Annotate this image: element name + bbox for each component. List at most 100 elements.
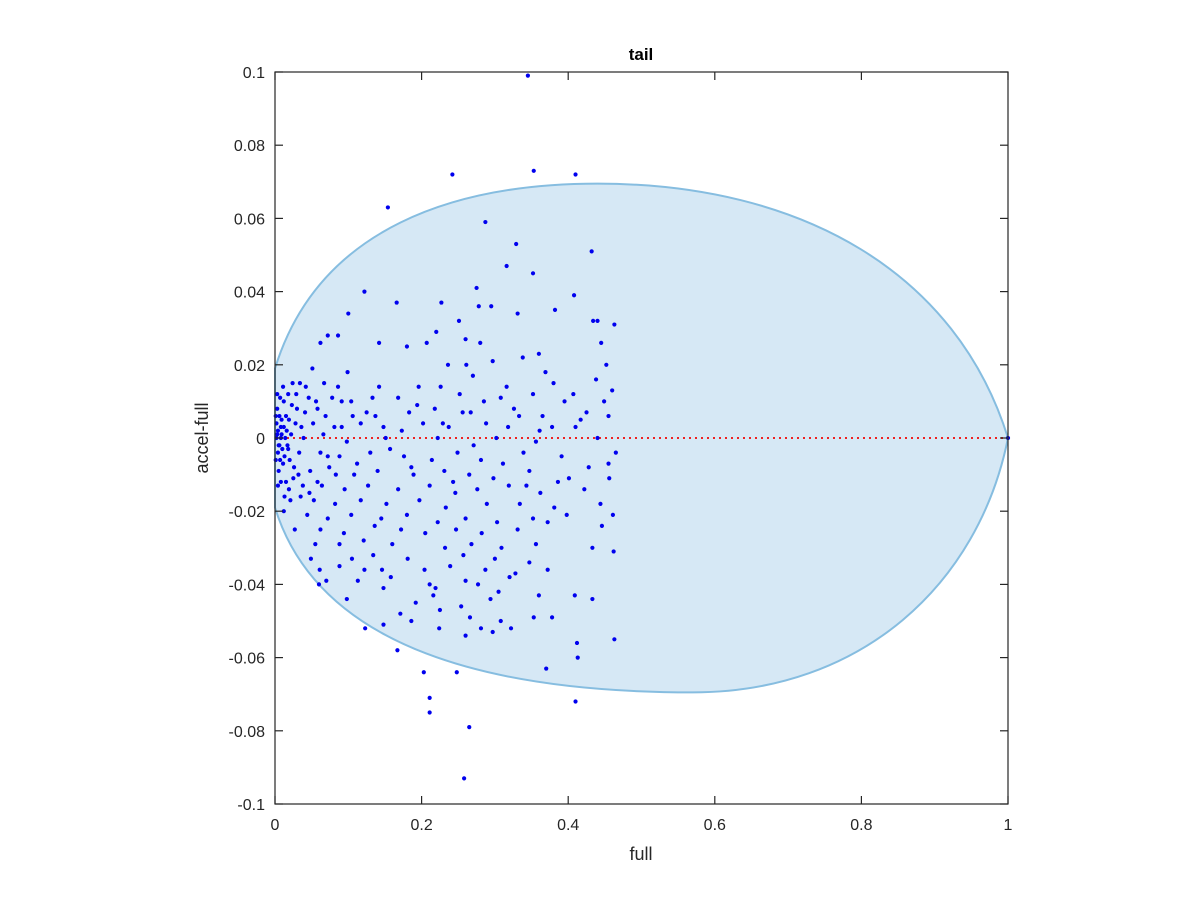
data-point bbox=[610, 512, 616, 517]
data-point bbox=[491, 476, 496, 481]
data-point bbox=[409, 618, 414, 624]
data-point bbox=[294, 391, 299, 397]
data-point bbox=[286, 446, 291, 452]
data-point bbox=[325, 516, 330, 521]
data-point bbox=[599, 523, 605, 528]
data-point bbox=[307, 490, 312, 495]
y-tick-label: 0 bbox=[256, 431, 265, 448]
data-point bbox=[317, 567, 322, 572]
data-point bbox=[435, 520, 440, 525]
chart-title: tail bbox=[629, 45, 654, 64]
data-point bbox=[612, 637, 617, 642]
data-point bbox=[383, 435, 388, 441]
data-point bbox=[524, 483, 529, 488]
data-point bbox=[530, 391, 536, 397]
data-point bbox=[341, 531, 347, 536]
data-point bbox=[335, 384, 341, 389]
data-point bbox=[350, 413, 355, 419]
data-point bbox=[457, 391, 462, 397]
data-point bbox=[613, 450, 618, 455]
data-point bbox=[381, 585, 386, 591]
data-point bbox=[461, 553, 466, 558]
data-point bbox=[595, 435, 600, 441]
data-point bbox=[417, 498, 422, 503]
data-point bbox=[530, 516, 536, 521]
data-point bbox=[381, 424, 386, 430]
data-point bbox=[533, 542, 539, 547]
x-tick-label: 0.2 bbox=[410, 817, 432, 834]
data-point bbox=[515, 527, 520, 532]
data-point bbox=[288, 498, 293, 503]
data-point bbox=[555, 479, 561, 485]
data-point bbox=[375, 468, 380, 474]
data-point bbox=[276, 468, 281, 474]
data-point bbox=[376, 384, 382, 389]
data-point bbox=[363, 626, 368, 631]
data-point bbox=[297, 381, 303, 386]
data-point bbox=[285, 443, 290, 448]
data-point bbox=[446, 424, 451, 430]
data-point bbox=[286, 487, 292, 492]
data-point bbox=[281, 424, 286, 430]
data-point bbox=[559, 454, 564, 459]
data-point bbox=[573, 172, 578, 177]
data-point bbox=[339, 399, 344, 404]
data-point bbox=[415, 402, 420, 408]
data-point bbox=[286, 391, 291, 397]
data-point bbox=[278, 479, 283, 485]
data-point bbox=[384, 501, 389, 506]
data-point bbox=[490, 359, 495, 364]
data-point bbox=[545, 567, 550, 572]
data-point bbox=[273, 457, 278, 463]
data-point bbox=[278, 457, 283, 463]
data-point bbox=[313, 542, 318, 547]
data-point bbox=[333, 472, 338, 477]
data-point bbox=[279, 432, 284, 437]
data-point bbox=[286, 417, 292, 422]
data-point bbox=[586, 465, 591, 470]
data-point bbox=[590, 545, 595, 550]
data-point bbox=[411, 472, 416, 477]
data-point bbox=[527, 560, 532, 565]
data-point bbox=[416, 384, 421, 389]
data-point bbox=[404, 512, 410, 517]
data-point bbox=[483, 219, 488, 225]
data-point bbox=[525, 73, 530, 78]
data-point bbox=[549, 424, 555, 430]
data-point bbox=[611, 549, 616, 554]
data-point bbox=[376, 340, 382, 345]
data-point bbox=[443, 505, 448, 510]
data-point bbox=[362, 567, 367, 572]
data-point bbox=[277, 443, 282, 448]
data-point bbox=[298, 494, 303, 499]
x-tick-label: 0 bbox=[271, 817, 280, 834]
data-point bbox=[470, 373, 476, 378]
data-point bbox=[551, 381, 556, 386]
data-point bbox=[450, 172, 455, 177]
data-point bbox=[527, 468, 532, 474]
data-point bbox=[299, 424, 304, 430]
data-point bbox=[352, 472, 357, 477]
data-point bbox=[490, 629, 495, 635]
data-point bbox=[321, 432, 326, 437]
data-point bbox=[293, 421, 298, 426]
data-point bbox=[474, 285, 479, 291]
data-point bbox=[385, 205, 390, 210]
data-point bbox=[429, 457, 434, 463]
data-point bbox=[361, 538, 366, 543]
data-point bbox=[300, 483, 305, 488]
data-point bbox=[451, 479, 456, 485]
data-point bbox=[330, 395, 335, 400]
data-point bbox=[471, 443, 476, 448]
data-point bbox=[433, 585, 438, 591]
data-point bbox=[606, 461, 611, 466]
data-point bbox=[349, 556, 355, 561]
data-point bbox=[475, 582, 481, 587]
data-point bbox=[492, 556, 497, 561]
data-point bbox=[283, 479, 289, 485]
data-point bbox=[373, 413, 378, 419]
data-point bbox=[396, 395, 401, 400]
data-point bbox=[390, 542, 395, 547]
data-point bbox=[515, 311, 520, 316]
